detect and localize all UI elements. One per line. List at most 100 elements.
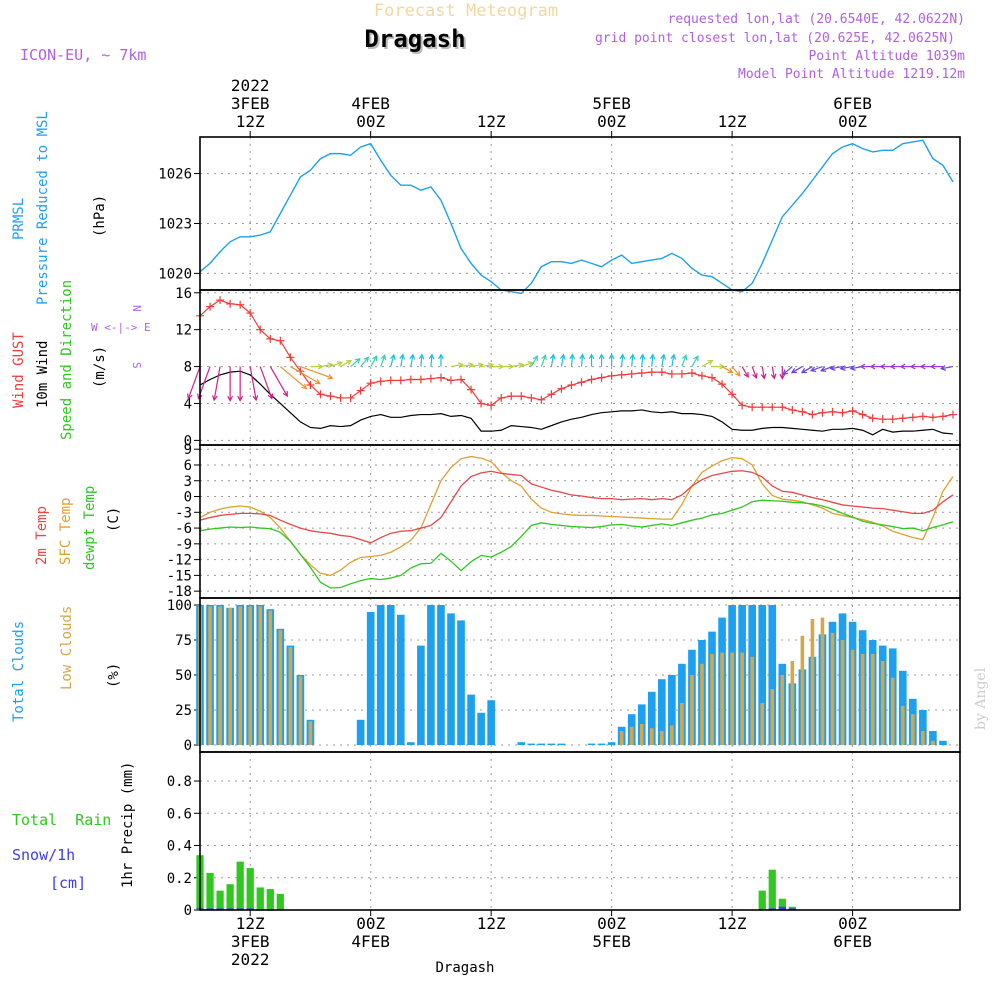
pressure-unit: (hPa)	[92, 195, 108, 237]
cloud-total-bar	[487, 700, 495, 745]
wind-direction-arrow	[279, 366, 307, 389]
wind-direction-arrow	[741, 366, 749, 378]
wind-gust-marker	[246, 309, 255, 318]
snow-bar	[226, 908, 234, 910]
snow-bar	[788, 908, 796, 910]
y-tick-label: 3	[184, 474, 192, 490]
rain-bar	[206, 872, 214, 910]
cloud-low-bar	[649, 728, 654, 745]
wind-direction-arrow	[380, 355, 386, 367]
wind-gust-marker	[758, 403, 767, 412]
wind-direction-arrow	[661, 354, 665, 367]
wind-direction-arrow	[430, 354, 433, 367]
y-tick-label: 1026	[158, 167, 192, 183]
wind-direction-arrowhead	[569, 353, 576, 360]
wind-direction-arrowhead	[549, 353, 556, 360]
wind-gust-marker	[928, 413, 937, 422]
wind-gust-marker	[728, 390, 737, 399]
wind-direction-arrow	[721, 366, 733, 374]
rain-bar	[758, 890, 766, 910]
y-tick-label: 0.6	[167, 806, 192, 822]
wind-direction-arrow	[570, 354, 574, 367]
cloud-total-bar	[587, 743, 596, 745]
bottom-time-label: 00Z	[597, 914, 626, 933]
wind-direction-arrowhead	[909, 363, 916, 370]
wind-gust-label: Wind GUST	[11, 332, 27, 408]
cloud-low-bar	[690, 675, 694, 745]
wind-direction-arrow	[350, 358, 361, 368]
wind-gust-marker	[858, 410, 867, 419]
wind-gust-marker	[868, 414, 877, 423]
wind-direction-arrowhead	[380, 354, 387, 361]
wind-direction-arrow	[671, 354, 675, 367]
rain-bar	[778, 898, 786, 910]
y-tick-label: -12	[167, 553, 192, 569]
wind-direction-arrowhead	[428, 353, 435, 360]
y-tick-label: -6	[175, 521, 192, 537]
wind-direction-arrowhead	[418, 353, 425, 360]
cloud-total-bar	[376, 605, 385, 745]
top-time-label: 2022	[231, 76, 270, 95]
bottom-time-label: 12Z	[718, 914, 747, 933]
wind-gust-marker	[467, 385, 476, 394]
cloud-low-bar	[770, 689, 775, 745]
wind-gust-marker	[266, 334, 275, 343]
wind-gust-marker	[687, 369, 696, 378]
wind-direction-arrowhead	[770, 373, 777, 380]
temp-2m-label: 2m Temp	[34, 506, 50, 565]
wind-direction-arrowhead	[810, 366, 817, 373]
top-time-label: 00Z	[356, 112, 385, 131]
cloud-low-bar	[921, 731, 925, 745]
precip-rain-label: Total Rain	[12, 811, 111, 829]
wind-gust-marker	[216, 296, 225, 305]
wind-gust-marker	[487, 401, 496, 410]
cloud-total-bar	[447, 613, 455, 745]
wind-gust-marker	[637, 369, 646, 378]
precip-panel: 0 0.2 0.4 0.6 0.8	[167, 751, 961, 919]
wind-gust-marker	[888, 415, 897, 424]
wind-gust-marker	[908, 413, 917, 422]
pressure-label-2: Pressure Reduced to MSL	[35, 111, 51, 305]
y-tick-label: -18	[167, 584, 192, 600]
wind-gust-marker	[206, 302, 215, 311]
cloud-low-bar	[298, 676, 303, 745]
cloud-total-bar	[929, 731, 937, 745]
model-point-altitude: Model Point Altitude 1219.12m	[738, 67, 965, 82]
wind-direction-arrow	[269, 366, 288, 397]
wind-gust-marker	[627, 369, 636, 378]
y-tick-label: 0	[184, 738, 192, 754]
cloud-low-bar	[228, 607, 232, 745]
wind-gust-marker	[677, 369, 686, 378]
cloud-total-bar	[356, 719, 365, 745]
wind-direction-arrow	[511, 363, 524, 368]
wind-direction-arrow	[681, 355, 687, 367]
wind-direction-arrow	[213, 366, 221, 401]
cloud-low-bar	[760, 703, 765, 745]
y-tick-label: -3	[175, 505, 192, 521]
wind-direction-arrow	[420, 354, 423, 367]
wind-direction-arrowhead	[477, 362, 485, 369]
bottom-time-label: 2022	[231, 950, 270, 969]
wind-direction-arrowhead	[849, 365, 856, 371]
bottom-time-label: 00Z	[838, 914, 867, 933]
snow-bar	[768, 908, 776, 910]
cloud-total-bar	[407, 742, 415, 745]
wind-gust-marker	[778, 403, 787, 412]
y-tick-label: 0	[184, 433, 192, 449]
cloud-total-bar	[647, 691, 656, 745]
wind-direction-arrowhead	[899, 363, 906, 370]
wind-direction-arrowhead	[541, 354, 547, 361]
wind-gust-marker	[436, 373, 445, 382]
wind-gust-marker	[948, 410, 957, 419]
cloud-low-bar	[268, 610, 273, 745]
wind-gust-marker	[226, 299, 235, 308]
wind-gust-marker	[878, 415, 887, 424]
wind-direction-arrowhead	[598, 353, 605, 360]
wind-gust-marker	[446, 376, 455, 385]
wind-gust-marker	[537, 395, 546, 404]
wind-direction-arrow	[821, 366, 833, 372]
wind-gust-marker	[617, 370, 626, 379]
wind-direction-arrow	[259, 366, 273, 399]
